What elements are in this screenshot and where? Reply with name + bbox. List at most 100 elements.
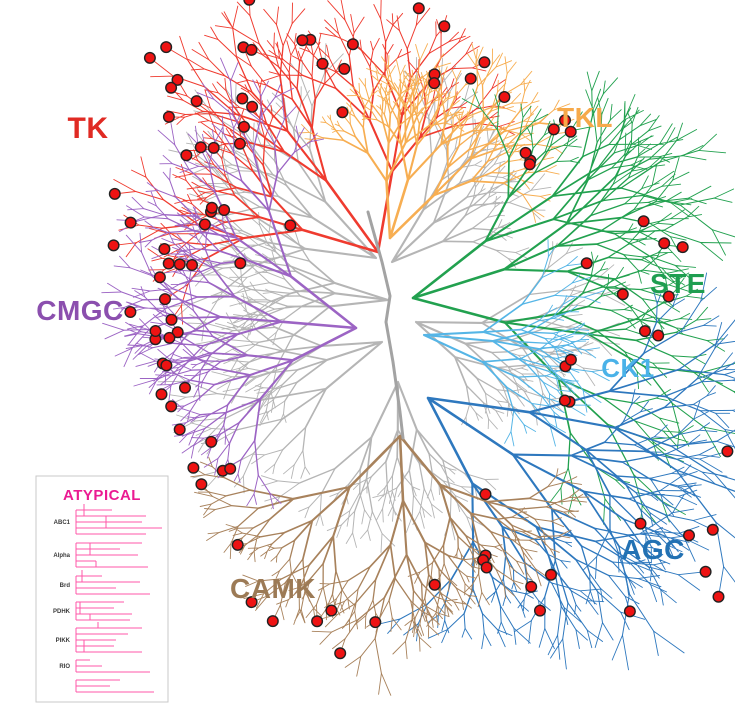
kinase-dot [236,92,249,105]
atypical-group-label-rio: RIO [59,664,70,670]
kinase-dot [143,51,156,64]
kinase-dot [155,388,168,401]
atypical-group-label-brd: Brd [60,583,71,589]
kinase-dot [428,578,441,591]
cluster-label-ck1: CK1 [601,353,655,383]
kinase-dot [207,141,220,154]
kinase-dot [296,34,309,47]
kinase-dot [412,2,425,15]
kinase-dot [558,394,571,407]
kinase-dot [107,239,120,252]
cluster-labels-layer: TK TKL STE CK1 AGC CAMK CMGC [36,102,706,604]
kinase-dot [165,313,178,326]
atypical-group-label-pikk: PIKK [56,638,71,644]
atypical-dendrogram-alpha [75,542,148,568]
cluster-label-tkl: TKL [557,102,613,133]
kinase-dot [369,616,382,629]
kinase-dot [205,435,218,448]
kinase-dot [158,242,171,255]
kinase-dot [233,137,246,150]
atypical-dendrogram-rio [75,659,150,673]
kinase-dot [559,114,572,127]
kinase-dot [311,615,324,628]
kinase-dot [478,56,491,69]
kinase-dot [706,523,719,536]
kinase-dot [338,62,351,75]
kinase-dot [165,400,178,413]
cluster-label-cmgc: CMGC [36,295,124,326]
kinase-dot [428,77,441,90]
kinase-dot [523,158,536,171]
kinase-dot [158,293,171,306]
cluster-label-ste: STE [650,268,706,299]
kinase-dot [683,529,696,542]
atypical-inset-title: ATYPICAL [63,487,141,504]
kinase-dot [162,110,175,123]
kinase-dot [519,146,532,159]
kinase-dot [699,565,712,578]
cluster-ck1-branches [422,239,610,447]
kinase-dot [178,381,191,394]
atypical-dendrogram-extra [75,679,154,693]
kinase-dot [564,125,577,138]
kinase-dot [676,241,689,254]
kinase-dot [171,73,184,86]
kinase-dot [149,325,162,338]
kinase-dot [173,423,186,436]
kinase-dot [464,72,477,85]
cluster-label-agc: AGC [621,534,685,565]
kinase-dot [721,445,734,458]
kinase-dot [245,43,258,56]
kinase-dot [438,20,451,33]
kinase-dot [163,331,176,344]
kinase-dot [173,258,186,271]
kinase-dot [190,95,203,108]
kinase-dot [245,596,258,609]
kinase-dot [165,81,178,94]
kinase-dot [498,90,511,103]
kinase-dot [637,215,650,228]
atypical-dendrogram-brd [75,570,150,595]
branches-layer [101,0,735,696]
kinase-dot [639,325,652,338]
kinase-dot [171,326,184,339]
cluster-label-camk: CAMK [230,573,316,604]
atypical-group-label-pdhk: PDHK [53,609,71,615]
kinase-dot [195,478,208,491]
cluster-label-tk: TK [68,112,109,145]
kinase-dot [160,359,173,372]
kinase-dot [325,604,338,617]
atypical-inset-layer: ABC1 Alpha Brd PDHK PIKK RIO ATYPICAL [35,475,169,703]
kinase-dot [712,590,725,603]
kinase-dot [185,259,198,272]
kinase-dot [218,203,231,216]
kinase-dot [124,216,137,229]
atypical-dendrogram-abc1 [75,504,162,535]
atypical-group-label-alpha: Alpha [53,553,70,559]
kinase-dot [316,57,329,70]
kinase-dot [234,257,247,270]
kinase-dot [198,218,211,231]
kinase-dot [180,149,193,162]
atypical-dendrogram-pikk [75,622,142,653]
kinase-dot [194,141,207,154]
kinase-dot [634,517,647,530]
kinase-dot [525,580,538,593]
atypical-inset-box [35,475,169,703]
kinase-dot [652,329,665,342]
kinase-dot [237,120,250,133]
kinase-dot [108,187,121,200]
kinase-dot [534,604,547,617]
kinase-dot [616,288,629,301]
cluster-cmgc-branches [101,57,358,510]
kinase-dot [284,219,297,232]
kinase-dot [336,106,349,119]
kinase-dot [564,353,577,366]
kinase-dot [246,100,259,113]
atypical-group-labels: ABC1 Alpha Brd PDHK PIKK RIO [53,520,71,670]
tree-spine-layer [366,210,405,440]
kinase-dot [346,38,359,51]
kinase-dot [243,0,256,6]
